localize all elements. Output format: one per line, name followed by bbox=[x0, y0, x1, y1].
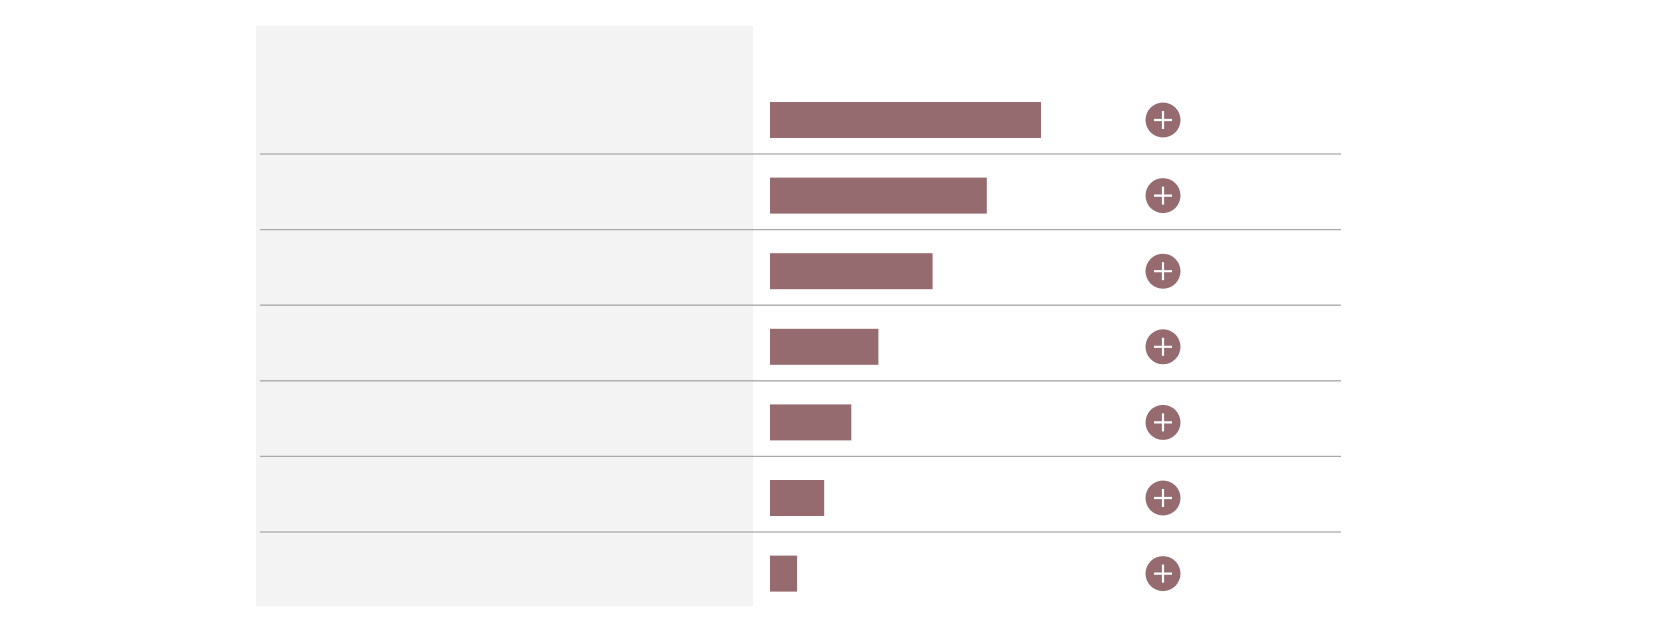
bar bbox=[770, 404, 852, 441]
bar bbox=[770, 177, 987, 214]
bar bbox=[770, 480, 825, 516]
bar bbox=[770, 328, 879, 365]
bar bbox=[770, 555, 798, 592]
bar bbox=[770, 253, 933, 290]
bar bbox=[770, 102, 1041, 138]
label-column bbox=[256, 26, 753, 606]
